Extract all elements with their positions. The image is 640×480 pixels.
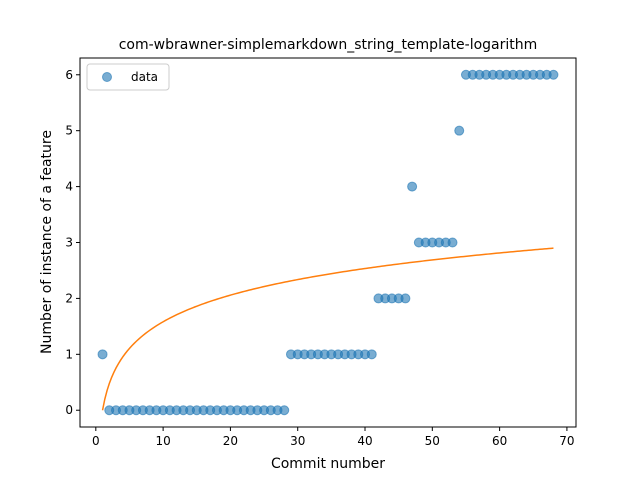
- y-axis-label: Number of instance of a feature: [39, 130, 55, 354]
- legend-marker-data: [102, 72, 112, 82]
- data-point: [454, 125, 465, 136]
- data-point: [279, 405, 290, 416]
- legend-frame: [86, 63, 170, 91]
- x-tick-label: 60: [492, 434, 507, 448]
- y-tick-label: 6: [65, 68, 73, 82]
- x-tick-label: 20: [223, 434, 238, 448]
- y-axis-ticks: 0 1 2 3 4 5 6: [65, 68, 80, 417]
- data-point: [548, 69, 559, 80]
- x-tick-label: 40: [357, 434, 372, 448]
- x-tick-label: 50: [425, 434, 440, 448]
- y-tick-label: 4: [65, 180, 73, 194]
- data-points-layer: [97, 69, 559, 416]
- y-tick-label: 0: [65, 403, 73, 417]
- plot-frame: [79, 57, 577, 428]
- fit-line-layer: [101, 247, 554, 411]
- legend: data: [86, 63, 170, 91]
- x-tick-label: 10: [155, 434, 170, 448]
- legend-label-data: data: [131, 70, 158, 84]
- chart-title: com-wbrawner-simplemarkdown_string_templ…: [119, 37, 538, 53]
- data-point: [400, 293, 411, 304]
- data-point: [407, 181, 418, 192]
- x-tick-label: 70: [559, 434, 574, 448]
- y-tick-label: 5: [65, 124, 73, 138]
- y-tick-label: 2: [65, 291, 73, 305]
- x-axis-ticks: 0 10 20 30 40 50 60 70: [92, 427, 575, 448]
- x-tick-label: 0: [92, 434, 100, 448]
- fit-line: [101, 247, 554, 411]
- data-point: [447, 237, 458, 248]
- x-axis-label: Commit number: [271, 456, 385, 472]
- data-point: [97, 349, 108, 360]
- data-point: [366, 349, 377, 360]
- y-tick-label: 1: [65, 347, 73, 361]
- y-tick-label: 3: [65, 236, 73, 250]
- x-tick-label: 30: [290, 434, 305, 448]
